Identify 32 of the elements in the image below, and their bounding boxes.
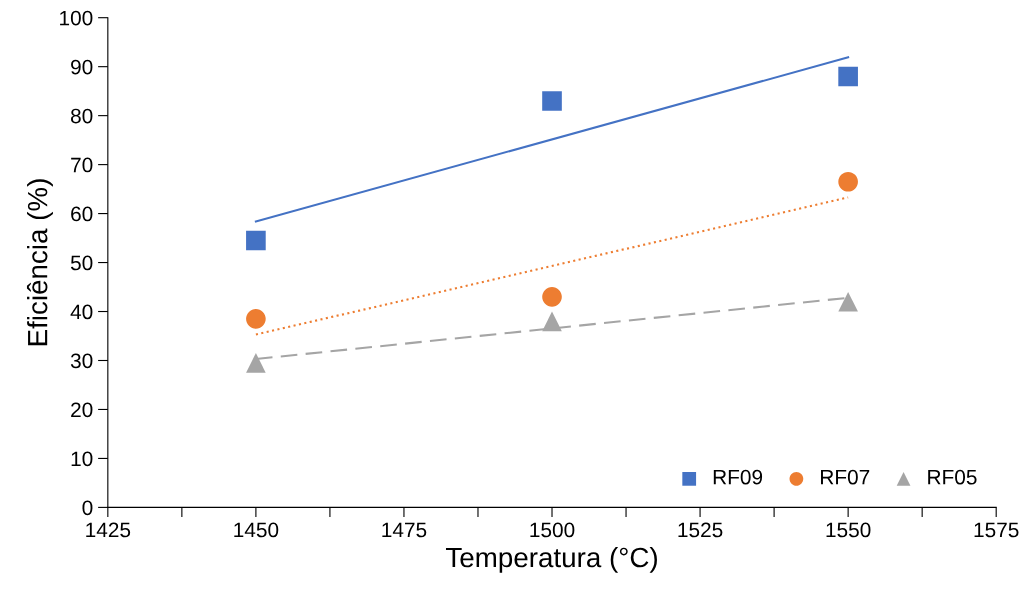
- point: [542, 91, 562, 111]
- point: [246, 230, 266, 251]
- x-tick-label: 1550: [826, 522, 871, 538]
- y-tick-label: 80: [70, 108, 93, 124]
- x-tick-label: 1425: [86, 522, 131, 538]
- y-tick-label: 30: [70, 353, 93, 369]
- x-tick-label: 1475: [382, 522, 427, 538]
- point: [246, 353, 266, 373]
- point: [838, 291, 858, 312]
- x-tick-label: 1575: [974, 522, 1019, 538]
- point: [246, 309, 266, 329]
- y-tick-label: 100: [60, 10, 93, 26]
- point: [838, 171, 858, 192]
- legend-label: RF05: [928, 469, 977, 485]
- y-tick-label: 20: [71, 402, 93, 418]
- point: [838, 66, 858, 87]
- y-tick-label: 70: [71, 157, 93, 173]
- legend-label: RF09: [713, 469, 763, 485]
- y-tick-label: 90: [71, 59, 93, 75]
- point: [542, 311, 562, 332]
- y-tick-label: 0: [82, 500, 93, 516]
- y-tick-label: 10: [71, 451, 93, 467]
- y-tick-label: 40: [70, 304, 93, 320]
- x-tick-label: 1525: [678, 522, 723, 538]
- x-axis-title: Temperatura (°C): [445, 546, 657, 573]
- y-tick-label: 50: [70, 255, 93, 271]
- x-tick-label: 1450: [234, 522, 279, 538]
- y-tick-label: 60: [71, 206, 93, 222]
- point: [542, 287, 562, 307]
- legend-label: RF07: [821, 469, 870, 485]
- y-axis-title: Eficiência (%): [26, 179, 53, 346]
- x-tick-label: 1500: [530, 522, 575, 538]
